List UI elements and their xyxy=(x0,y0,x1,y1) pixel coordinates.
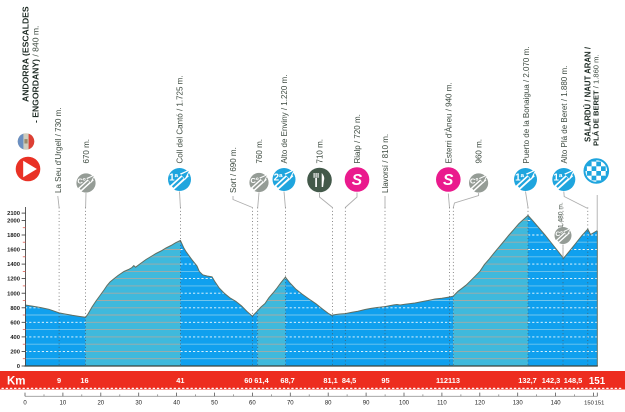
svg-text:1ª: 1ª xyxy=(515,172,524,183)
svg-text:112: 112 xyxy=(436,376,448,385)
svg-text:0: 0 xyxy=(17,364,20,370)
svg-text:142,3: 142,3 xyxy=(542,376,561,385)
svg-text:Esterri d'Àneu / 940 m.: Esterri d'Àneu / 940 m. xyxy=(444,82,453,163)
svg-text:2ª: 2ª xyxy=(274,172,283,183)
svg-text:- ENGORDANY) / 840 m.: - ENGORDANY) / 840 m. xyxy=(30,26,40,123)
svg-text:1ª: 1ª xyxy=(169,172,178,183)
svg-text:151: 151 xyxy=(595,401,605,407)
svg-text:30: 30 xyxy=(135,401,142,407)
svg-text:132,7: 132,7 xyxy=(518,376,537,385)
svg-text:S: S xyxy=(443,172,454,189)
svg-text:120: 120 xyxy=(475,401,486,407)
svg-text:151: 151 xyxy=(589,376,606,387)
svg-text:S: S xyxy=(352,172,363,189)
svg-text:113: 113 xyxy=(448,376,460,385)
svg-text:710 m.: 710 m. xyxy=(316,139,325,163)
svg-text:Llavorsí / 810 m.: Llavorsí / 810 m. xyxy=(381,134,390,193)
svg-text:130: 130 xyxy=(513,401,524,407)
svg-text:68,7: 68,7 xyxy=(280,376,294,385)
svg-text:Coll del Cantó / 1.725 m.: Coll del Cantó / 1.725 m. xyxy=(176,75,185,163)
svg-text:760 m.: 760 m. xyxy=(255,139,264,163)
svg-text:800: 800 xyxy=(10,306,20,312)
svg-text:0: 0 xyxy=(23,401,27,407)
svg-text:1800: 1800 xyxy=(7,233,20,239)
svg-text:Alto Plá de Beret / 1.880 m.: Alto Plá de Beret / 1.880 m. xyxy=(560,66,569,164)
svg-text:61,4: 61,4 xyxy=(254,376,269,385)
svg-text:84,5: 84,5 xyxy=(342,376,356,385)
svg-text:Rialp / 720 m.: Rialp / 720 m. xyxy=(353,114,362,163)
svg-text:50: 50 xyxy=(211,401,218,407)
svg-text:81,1: 81,1 xyxy=(323,376,337,385)
svg-text:600: 600 xyxy=(10,320,20,326)
svg-text:Sort / 690 m.: Sort / 690 m. xyxy=(229,147,238,193)
svg-text:Km: Km xyxy=(7,376,26,388)
svg-text:148,5: 148,5 xyxy=(564,376,583,385)
svg-text:20: 20 xyxy=(97,401,104,407)
svg-text:1000: 1000 xyxy=(7,291,20,297)
svg-text:16: 16 xyxy=(80,376,88,385)
svg-text:2100: 2100 xyxy=(7,211,20,217)
svg-text:960 m.: 960 m. xyxy=(475,139,484,163)
svg-text:95: 95 xyxy=(381,376,389,385)
svg-text:40: 40 xyxy=(173,401,180,407)
svg-text:400: 400 xyxy=(10,335,20,341)
svg-text:1200: 1200 xyxy=(7,277,20,283)
svg-text:200: 200 xyxy=(10,350,20,356)
svg-text:1600: 1600 xyxy=(7,248,20,254)
svg-text:60: 60 xyxy=(244,376,252,385)
svg-text:90: 90 xyxy=(363,401,370,407)
svg-text:Cº: Cº xyxy=(250,176,259,185)
svg-text:9: 9 xyxy=(57,376,61,385)
svg-text:110: 110 xyxy=(437,401,447,407)
svg-text:80: 80 xyxy=(325,401,332,407)
svg-text:Cº: Cº xyxy=(555,231,563,238)
svg-text:10: 10 xyxy=(60,401,67,407)
svg-text:Cº: Cº xyxy=(77,177,86,186)
svg-text:1.480 m.: 1.480 m. xyxy=(557,202,564,228)
svg-text:70: 70 xyxy=(287,401,294,407)
svg-text:La Seu d'Urgell / 730 m.: La Seu d'Urgell / 730 m. xyxy=(54,107,63,193)
svg-text:41: 41 xyxy=(176,376,184,385)
svg-text:ANDORRA (ESCALDES: ANDORRA (ESCALDES xyxy=(20,6,30,102)
svg-text:60: 60 xyxy=(249,401,256,407)
svg-text:2000: 2000 xyxy=(7,219,20,225)
svg-text:Puerto de la Bonaigua / 2.070: Puerto de la Bonaigua / 2.070 m. xyxy=(522,47,531,164)
svg-text:PLÁ DE BERET / 1.860 m.: PLÁ DE BERET / 1.860 m. xyxy=(592,54,601,146)
svg-text:Alto de Enviny / 1.220 m.: Alto de Enviny / 1.220 m. xyxy=(280,75,289,164)
svg-text:100: 100 xyxy=(399,401,410,407)
svg-text:670 m.: 670 m. xyxy=(82,139,91,163)
svg-text:Cº: Cº xyxy=(470,177,479,186)
svg-text:SALARDÚ / NAUT ARAN /: SALARDÚ / NAUT ARAN / xyxy=(583,46,592,142)
svg-text:140: 140 xyxy=(551,401,562,407)
svg-text:1400: 1400 xyxy=(7,262,20,268)
svg-text:150: 150 xyxy=(584,401,594,407)
svg-text:1ª: 1ª xyxy=(553,172,562,183)
